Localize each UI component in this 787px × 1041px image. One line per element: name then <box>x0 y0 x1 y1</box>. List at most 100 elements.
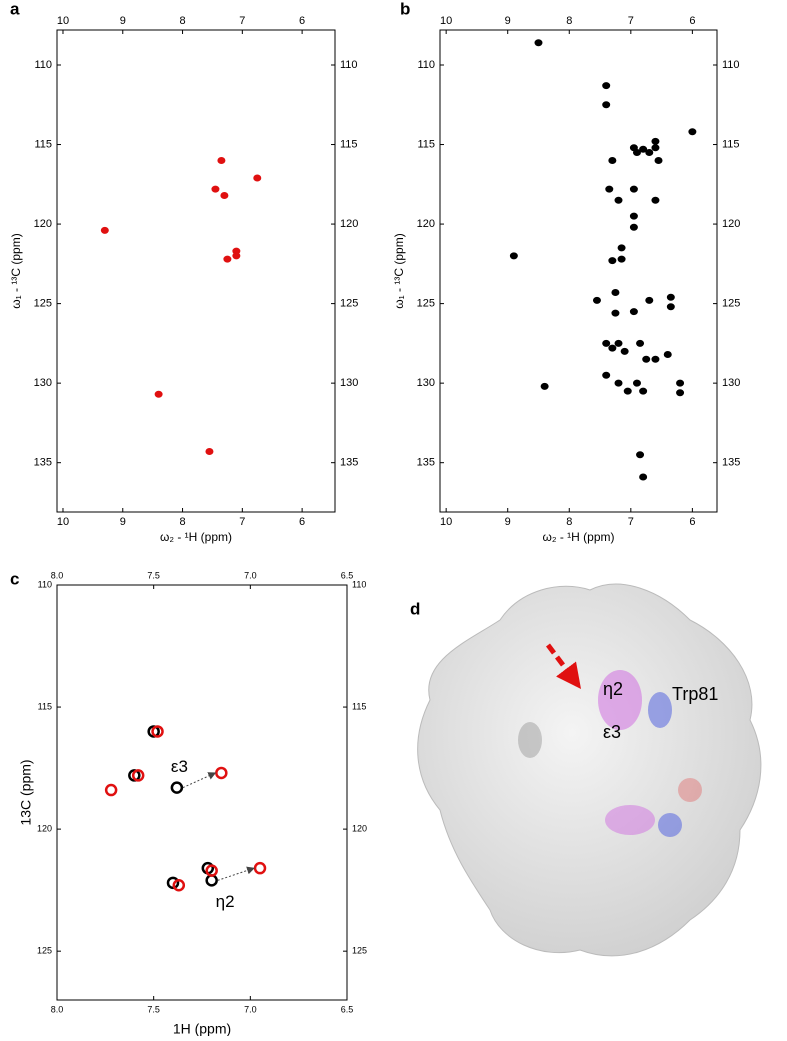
y-tick-label: 120 <box>352 823 367 833</box>
peak <box>614 339 623 347</box>
y-tick-label: 120 <box>722 218 740 230</box>
x-tick-label: 9 <box>505 15 511 27</box>
x-tick-label: 10 <box>57 516 69 528</box>
peak <box>232 252 241 260</box>
y-tick-label: 135 <box>417 457 435 469</box>
y-tick-label: 110 <box>722 59 740 71</box>
peak <box>666 293 675 301</box>
peak <box>602 101 611 109</box>
peak <box>651 355 660 363</box>
x-tick-label: 7 <box>628 516 634 528</box>
peak <box>205 864 218 877</box>
peak <box>676 389 685 397</box>
x-tick-label: 7.0 <box>244 570 257 580</box>
peak <box>220 191 229 199</box>
x-tick-label: 6 <box>689 15 695 27</box>
peak <box>639 387 648 395</box>
peak <box>128 769 141 782</box>
x-tick-label: 6 <box>689 516 695 528</box>
peak <box>602 339 611 347</box>
x-tick-label: 7.5 <box>147 570 160 580</box>
peak <box>605 185 614 193</box>
peak <box>205 874 218 887</box>
y-tick-label: 110 <box>38 579 52 589</box>
peak <box>592 296 601 304</box>
peak <box>131 769 145 782</box>
annotation: η2 <box>216 892 235 911</box>
y-tick-label: 120 <box>34 218 52 230</box>
y-tick-label: 110 <box>352 579 366 589</box>
peak <box>639 145 648 153</box>
peak <box>147 725 160 738</box>
x-tick-label: 8 <box>566 516 572 528</box>
peak <box>534 39 543 47</box>
peak <box>100 226 109 234</box>
x-tick-label: 7.0 <box>244 1004 257 1014</box>
peak <box>611 288 620 296</box>
peak <box>608 156 617 164</box>
peak <box>636 339 645 347</box>
peak <box>608 257 617 265</box>
peak <box>629 212 638 220</box>
peak <box>211 185 220 193</box>
y-tick-label: 125 <box>37 946 52 956</box>
x-tick-label: 6.5 <box>341 1004 354 1014</box>
y-tick-label: 120 <box>340 218 358 230</box>
y-tick-label: 115 <box>722 138 740 150</box>
peak <box>205 448 214 456</box>
y-tick-label: 135 <box>722 457 740 469</box>
peak <box>645 296 654 304</box>
peak <box>154 390 163 398</box>
peak <box>688 128 697 136</box>
plot-frame <box>56 29 336 513</box>
y-tick-label: 120 <box>417 218 435 230</box>
y-tick-label: 125 <box>34 298 52 310</box>
x-tick-label: 8.0 <box>51 1004 64 1014</box>
peak <box>639 473 648 481</box>
x-tick-label: 8.0 <box>51 570 64 580</box>
x-tick-label: 8 <box>179 15 185 27</box>
peak <box>614 379 623 387</box>
peak <box>632 148 641 156</box>
peak <box>651 196 660 204</box>
x-tick-label: 8 <box>566 15 572 27</box>
plot-frame <box>439 29 718 513</box>
y-tick-label: 130 <box>722 377 740 389</box>
x-tick-label: 7 <box>239 15 245 27</box>
peak <box>608 344 617 352</box>
y-tick-label: 115 <box>417 138 435 150</box>
peak <box>170 781 184 794</box>
peak <box>602 371 611 379</box>
y-tick-label: 125 <box>340 298 358 310</box>
x-tick-label: 7 <box>239 516 245 528</box>
x-tick-label: 6.5 <box>341 570 354 580</box>
x-axis-label: ω₂ - ¹H (ppm) <box>542 530 614 544</box>
peak <box>676 379 685 387</box>
x-tick-label: 10 <box>440 516 452 528</box>
peak <box>645 148 654 156</box>
peak <box>611 309 620 317</box>
peak <box>651 137 660 145</box>
peak <box>636 451 645 459</box>
y-tick-label: 110 <box>417 59 435 71</box>
panel-label: b <box>400 0 410 18</box>
panel-label: c <box>10 569 19 588</box>
shift-arrow <box>217 866 255 881</box>
peak <box>663 351 672 359</box>
residue-label: ε3 <box>603 722 621 742</box>
peak <box>623 387 632 395</box>
peak <box>617 255 626 263</box>
y-tick-label: 120 <box>37 823 52 833</box>
y-axis-label: ω₁ - ¹³C (ppm) <box>392 233 406 308</box>
y-tick-label: 135 <box>34 457 52 469</box>
x-tick-label: 6 <box>299 15 305 27</box>
peak <box>215 766 228 780</box>
plot-frame <box>56 584 348 1001</box>
x-axis-label: 1H (ppm) <box>173 1021 231 1036</box>
peak <box>620 347 629 355</box>
x-tick-label: 8 <box>179 516 185 528</box>
protein-surface <box>417 583 762 957</box>
y-axis-label: ω₁ - ¹³C (ppm) <box>9 233 23 308</box>
y-tick-label: 115 <box>38 701 52 711</box>
peak <box>253 861 267 875</box>
